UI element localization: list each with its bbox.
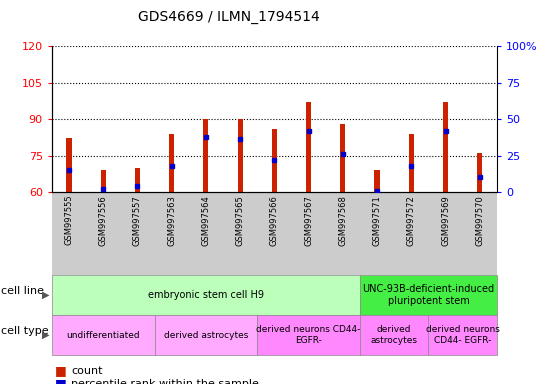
Text: ▶: ▶	[41, 290, 49, 300]
Text: undifferentiated: undifferentiated	[67, 331, 140, 339]
Text: derived
astrocytes: derived astrocytes	[371, 325, 418, 345]
Text: ■: ■	[55, 377, 67, 384]
Bar	[272, 129, 277, 192]
Bar	[477, 153, 482, 192]
Bar	[375, 170, 379, 192]
Text: derived neurons
CD44- EGFR-: derived neurons CD44- EGFR-	[426, 325, 500, 345]
Text: GDS4669 / ILMN_1794514: GDS4669 / ILMN_1794514	[139, 10, 320, 23]
Bar	[67, 139, 72, 192]
Bar	[238, 119, 243, 192]
Text: embryonic stem cell H9: embryonic stem cell H9	[148, 290, 264, 300]
Bar	[169, 134, 174, 192]
Text: UNC-93B-deficient-induced
pluripotent stem: UNC-93B-deficient-induced pluripotent st…	[363, 284, 495, 306]
Bar	[100, 170, 106, 192]
Text: cell type: cell type	[1, 326, 49, 336]
Text: percentile rank within the sample: percentile rank within the sample	[71, 379, 259, 384]
Bar	[340, 124, 346, 192]
Bar	[306, 102, 311, 192]
Text: count: count	[71, 366, 103, 376]
Text: derived neurons CD44-
EGFR-: derived neurons CD44- EGFR-	[257, 325, 361, 345]
Text: derived astrocytes: derived astrocytes	[164, 331, 248, 339]
Bar	[203, 119, 209, 192]
Text: ■: ■	[55, 364, 67, 377]
Bar	[409, 134, 414, 192]
Text: cell line: cell line	[1, 286, 44, 296]
Bar	[135, 168, 140, 192]
Bar	[443, 102, 448, 192]
Text: ▶: ▶	[41, 330, 49, 340]
